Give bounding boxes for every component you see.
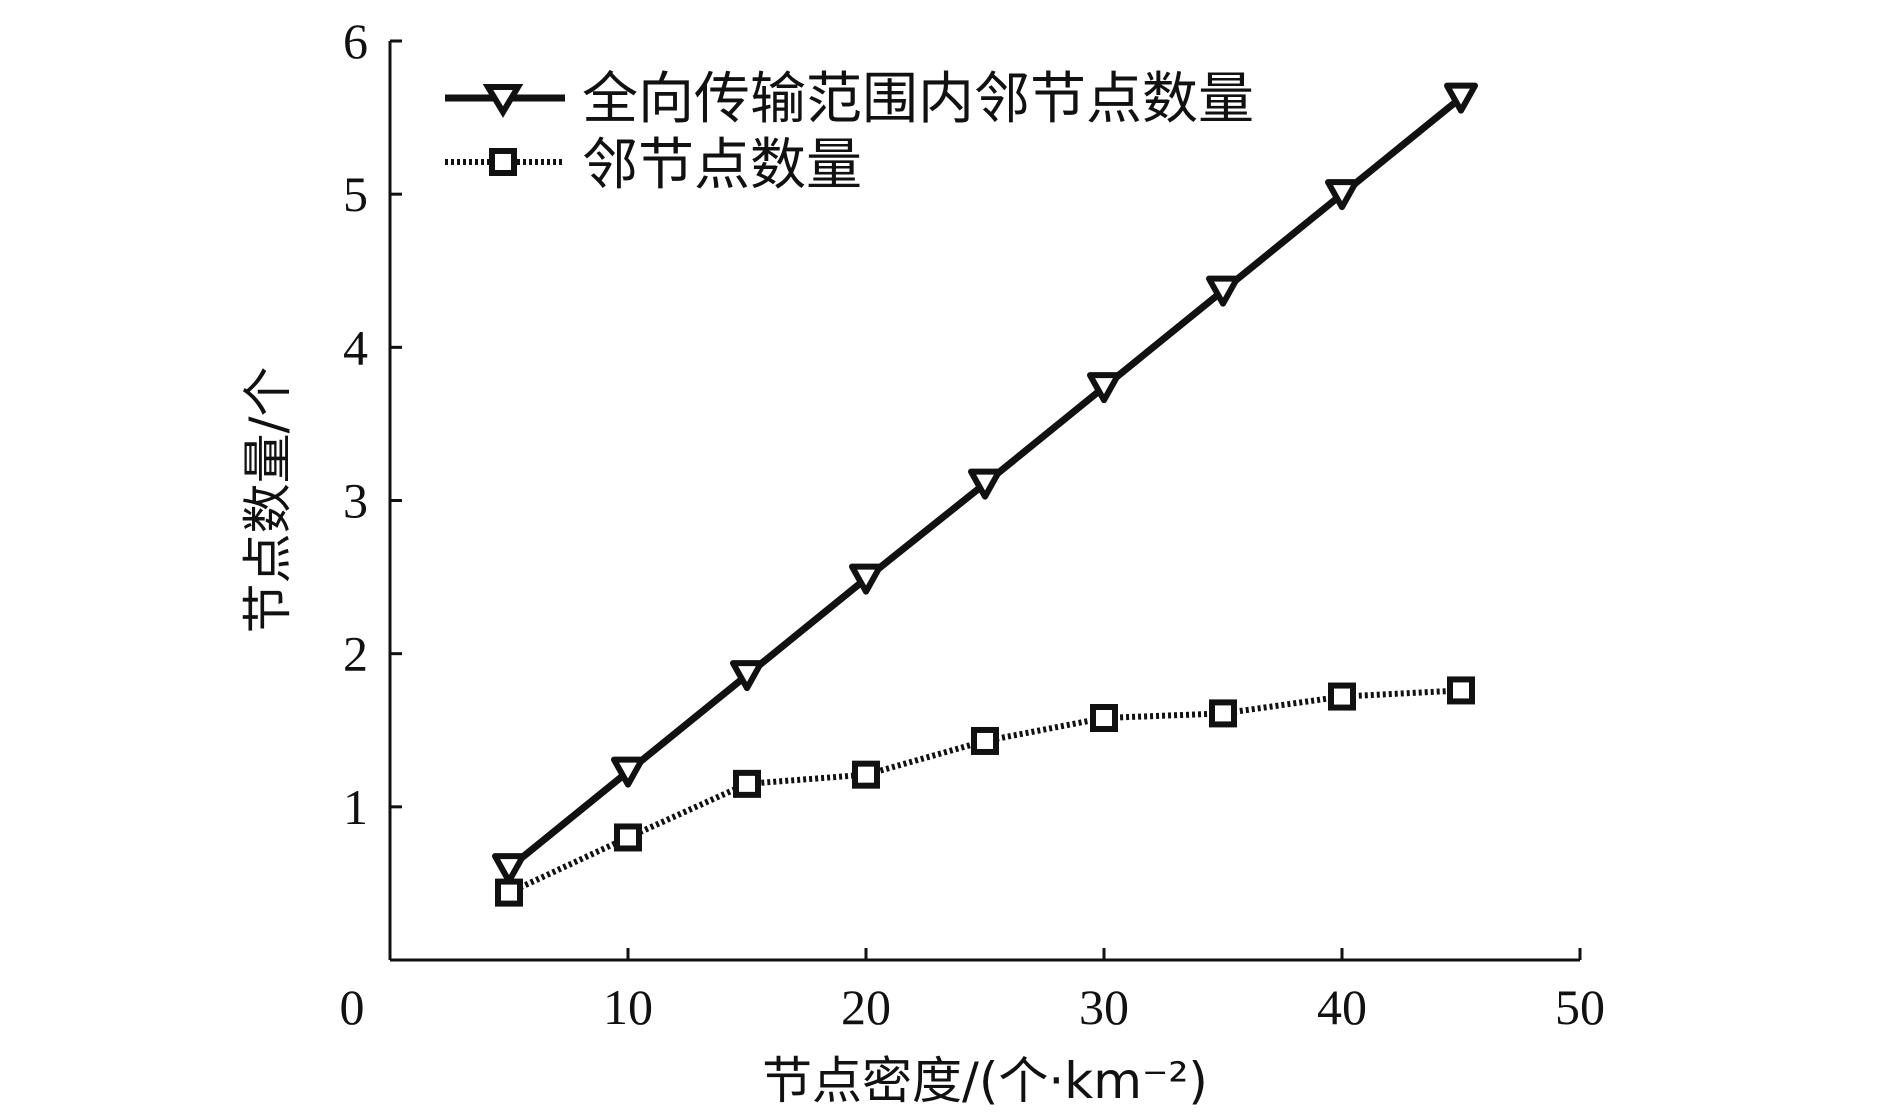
legend-label-series-2: 邻节点数量 [582, 133, 862, 198]
x-tick-label: 30 [1079, 979, 1129, 1035]
data-point-square [1328, 682, 1356, 711]
y-tick-label: 6 [343, 13, 368, 69]
data-point-triangle [849, 563, 883, 595]
x-tick-label: 40 [1317, 979, 1367, 1035]
legend: 全向传输范围内邻节点数量 邻节点数量 [445, 67, 1254, 198]
x-tick-label: 10 [603, 979, 653, 1035]
data-point-triangle [1206, 275, 1240, 307]
data-point-triangle [968, 468, 1002, 500]
y-axis-title: 节点数量/个 [239, 367, 297, 634]
y-tick-label: 3 [343, 473, 368, 529]
x-tick-label: 0 [340, 979, 365, 1035]
x-tick-label: 50 [1555, 979, 1605, 1035]
data-point-triangle [1325, 179, 1359, 211]
y-tick-label: 4 [343, 319, 368, 375]
y-tick-label: 1 [343, 779, 368, 835]
data-point-square [852, 760, 880, 789]
data-point-triangle [1087, 372, 1121, 404]
data-point-triangle [730, 660, 764, 692]
data-point-square [495, 878, 523, 907]
data-point-triangle [1444, 82, 1478, 114]
data-point-square [1447, 676, 1475, 705]
series-layer [492, 82, 1478, 907]
legend-label-series-1: 全向传输范围内邻节点数量 [582, 67, 1254, 132]
tick-marks [388, 39, 1582, 960]
y-tick-label: 5 [343, 166, 368, 222]
data-point-square [1090, 703, 1118, 732]
data-point-square [733, 769, 761, 798]
data-point-triangle [611, 756, 645, 788]
data-point-square [971, 726, 999, 755]
x-axis-title: 节点密度/(个·km⁻²) [762, 1052, 1208, 1110]
tick-labels: 0 10 20 30 40 50 1 2 3 4 5 6 [340, 13, 1606, 1035]
x-tick-label: 20 [841, 979, 891, 1035]
data-point-triangle [492, 853, 526, 885]
legend-marker-triangle [482, 84, 524, 118]
series-line-2 [507, 687, 1462, 896]
data-point-square [1209, 699, 1237, 728]
legend-marker-square [489, 148, 517, 176]
data-point-square [614, 823, 642, 852]
y-tick-label: 2 [343, 626, 368, 682]
